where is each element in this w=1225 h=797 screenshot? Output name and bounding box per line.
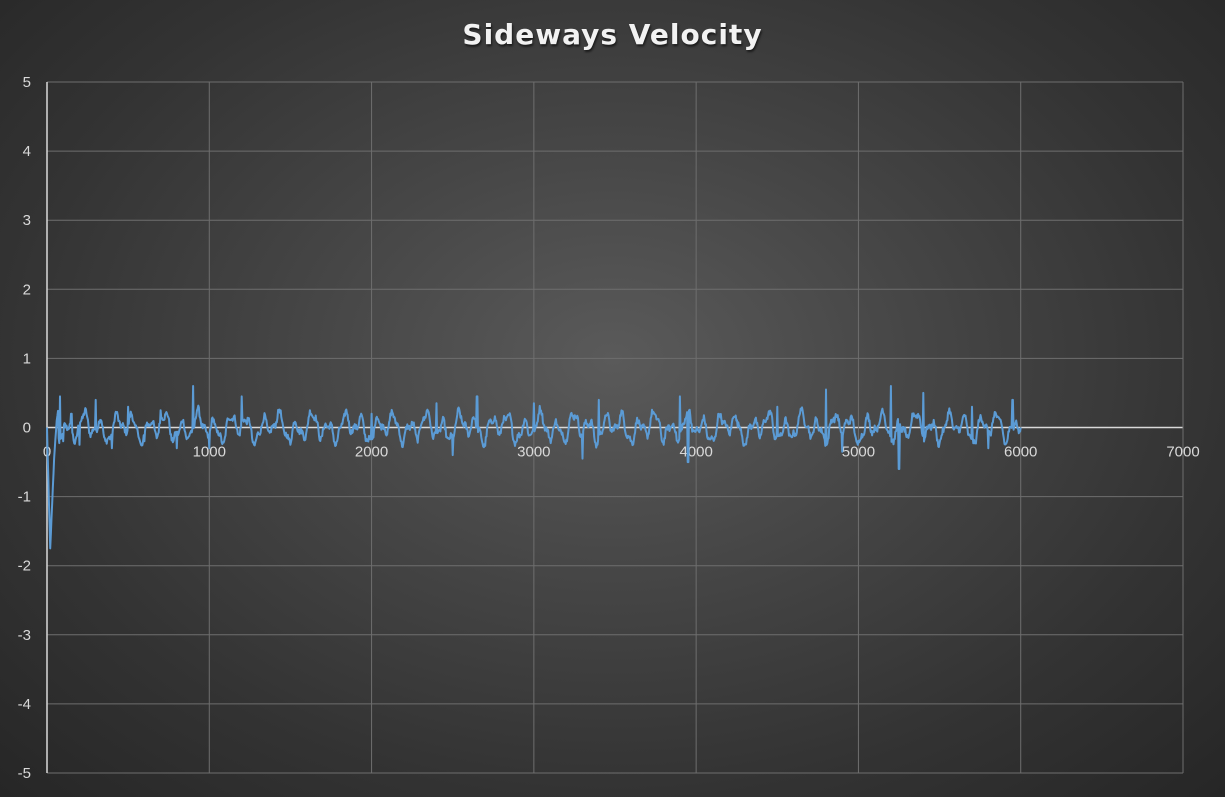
y-tick-label: -1 (18, 489, 31, 506)
y-tick-label: -3 (18, 627, 31, 644)
y-tick-label: 0 (23, 420, 31, 437)
x-tick-label: 2000 (355, 444, 388, 461)
y-tick-label: 4 (23, 143, 31, 160)
x-tick-label: 3000 (517, 444, 550, 461)
chart-title: Sideways Velocity (462, 18, 763, 51)
y-tick-label: 3 (23, 212, 31, 229)
y-tick-label: 5 (23, 74, 31, 91)
x-tick-label: 4000 (679, 444, 712, 461)
x-tick-label: 1000 (193, 444, 226, 461)
x-tick-label: 6000 (1004, 444, 1037, 461)
y-tick-label: -4 (18, 696, 31, 713)
y-tick-label: 1 (23, 350, 31, 367)
y-tick-label: -2 (18, 558, 31, 575)
series-line (46, 385, 1022, 550)
y-tick-label: -5 (18, 765, 31, 782)
x-tick-label: 5000 (842, 444, 875, 461)
y-tick-label: 2 (23, 281, 31, 298)
x-tick-label: 7000 (1166, 444, 1199, 461)
